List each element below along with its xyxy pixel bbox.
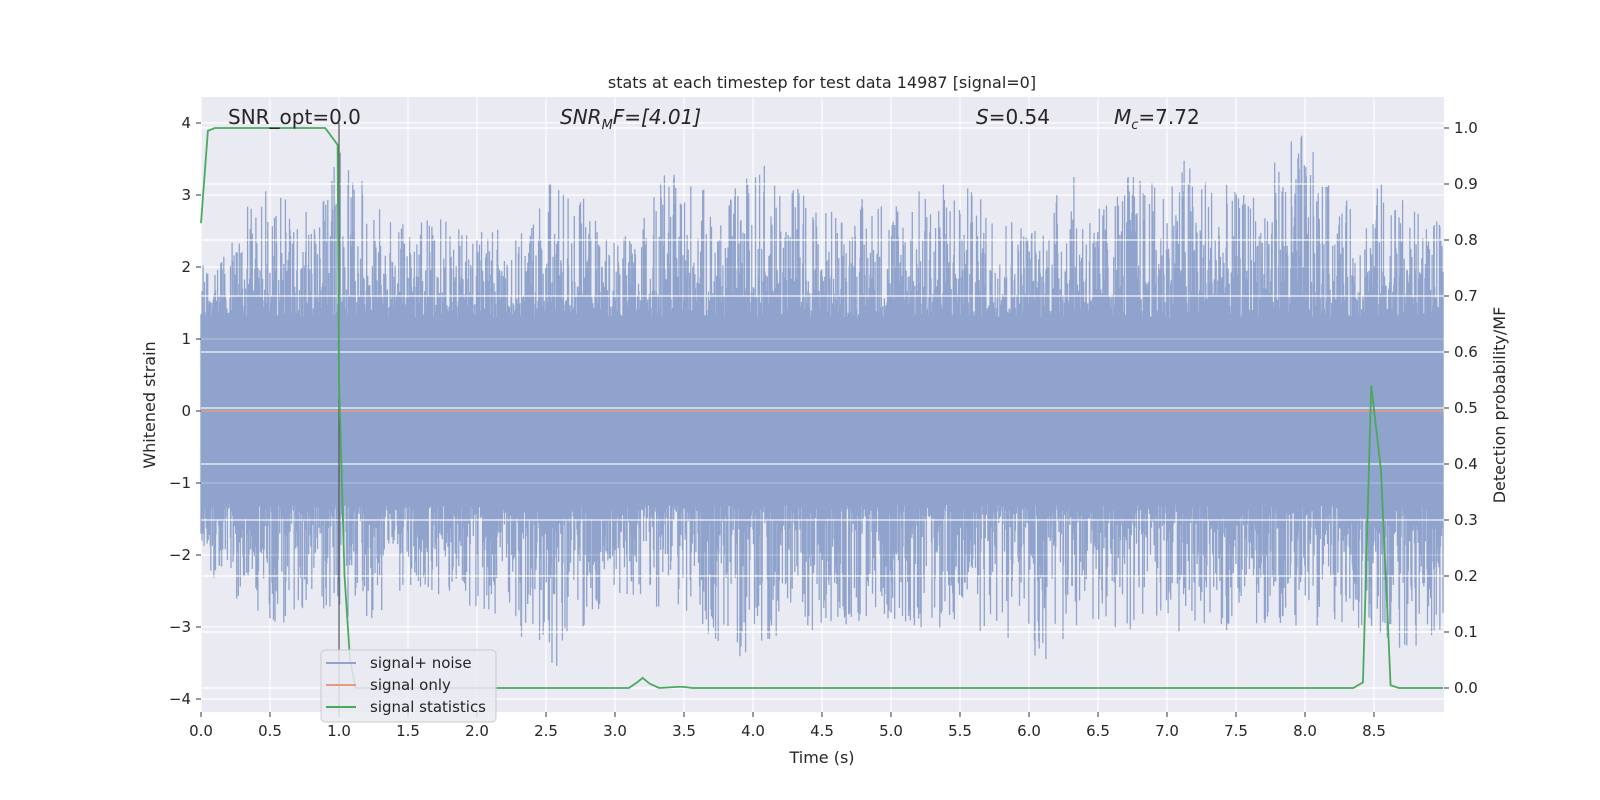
y-axis-label-right: Detection probability/MF [1490,307,1509,504]
legend: signal+ noise signal only signal statist… [320,649,497,723]
statistics-line [200,127,1443,689]
y-tick-label-left: −2 [169,546,191,564]
x-axis-label: Time (s) [788,748,854,767]
y-tick-label-right: 0.5 [1454,399,1478,417]
x-tick-label: 8.0 [1293,722,1317,740]
y-tick-label-left: 1 [181,330,191,348]
y-tick-label-right: 1.0 [1454,119,1478,137]
x-tick-label: 4.5 [810,722,834,740]
grid-overlay [201,122,1444,700]
legend-label-noise: signal+ noise [370,654,472,672]
x-tick-label: 3.0 [603,722,627,740]
y-tick-label-right: 0.7 [1454,287,1478,305]
x-tick-label: 0.5 [258,722,282,740]
x-tick-label: 2.5 [534,722,558,740]
series-signal-noise [200,122,1444,700]
annotation-mc: Mc=7.72 [1114,105,1200,133]
y-tick-label-left: −3 [169,618,191,636]
legend-box [320,649,497,723]
y-tick-label-right: 0.4 [1454,455,1478,473]
series-signal-statistics [200,127,1443,689]
x-tick-label: 0.0 [189,722,213,740]
x-tick-label: 6.5 [1086,722,1110,740]
y-tick-label-right: 0.3 [1454,511,1478,529]
x-tick-label: 4.0 [741,722,765,740]
y-tick-label-left: 4 [181,114,191,132]
chart-title: stats at each timestep for test data 149… [608,73,1036,92]
x-tick-label: 7.0 [1155,722,1179,740]
x-tick-label: 3.5 [672,722,696,740]
y-tick-label-left: 2 [181,258,191,276]
x-tick-label: 1.0 [327,722,351,740]
y-axis-label-left: Whitened strain [140,341,159,468]
annotation-snr-mf: SNRMF=[4.01] [560,105,701,133]
annotation-s: S=0.54 [976,105,1050,129]
y-tick-label-right: 0.8 [1454,231,1478,249]
y-tick-label-right: 0.1 [1454,623,1478,641]
x-tick-label: 6.0 [1017,722,1041,740]
x-tick-label: 5.0 [879,722,903,740]
y-tick-label-right: 0.9 [1454,175,1478,193]
y-tick-label-right: 0.2 [1454,567,1478,585]
y-tick-label-left: 3 [181,186,191,204]
annotation-snr-opt: SNR_opt=0.0 [228,105,361,129]
x-tick-label: 5.5 [948,722,972,740]
y-tick-label-left: −1 [169,474,191,492]
y-tick-label-right: 0.6 [1454,343,1478,361]
y-tick-label-left: −4 [169,690,191,708]
x-tick-label: 8.5 [1362,722,1386,740]
x-tick-label: 7.5 [1224,722,1248,740]
axes: 0.0 0.5 1.0 1.5 2.0 2.5 3.0 3.5 4.0 4.5 5.0 5.5 6.0 6… [169,114,1478,740]
x-tick-label: 2.0 [465,722,489,740]
legend-label-statistics: signal statistics [370,698,486,716]
x-tick-label: 1.5 [396,722,420,740]
y-tick-label-right: 0.0 [1454,679,1478,697]
legend-label-signal-only: signal only [370,676,451,694]
y-tick-label-left: 0 [181,402,191,420]
